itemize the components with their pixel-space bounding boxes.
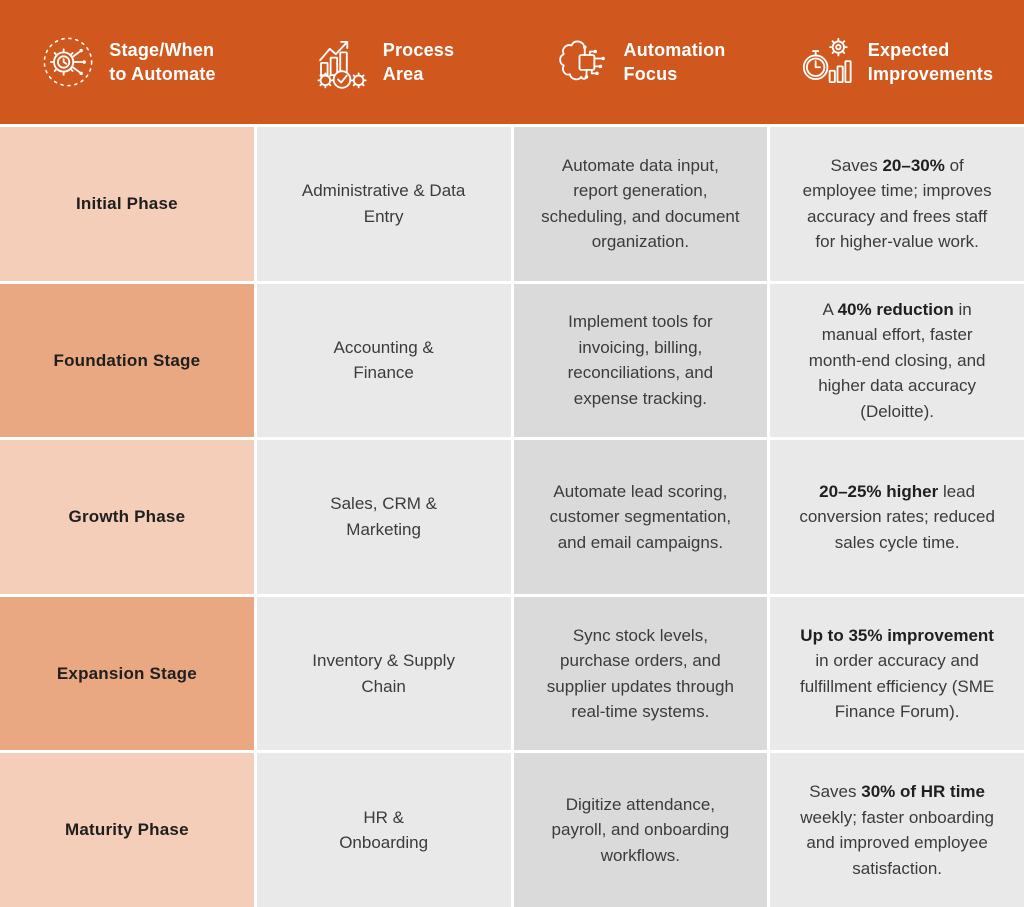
process-area-cell: HR & Onboarding bbox=[256, 753, 511, 907]
header-cell-automation-focus: Automation Focus bbox=[512, 0, 768, 124]
expected-improvements-cell: Saves 20–30% of employee time; improves … bbox=[770, 127, 1024, 281]
header-label-automation-focus: Automation Focus bbox=[623, 39, 726, 84]
header-cell-stage-when: Stage/When to Automate bbox=[0, 0, 256, 124]
header-cell-expected-improvements: Expected Improvements bbox=[768, 0, 1024, 124]
stage-cell: Maturity Phase bbox=[0, 753, 254, 907]
process-area-icon bbox=[314, 34, 370, 90]
stage-label: Expansion Stage bbox=[56, 663, 197, 683]
table-body: Initial Phase Administrative & Data Entry… bbox=[0, 124, 1024, 907]
stage-label: Maturity Phase bbox=[65, 820, 189, 840]
expected-improvements-cell: 20–25% higher lead conversion rates; red… bbox=[770, 440, 1024, 594]
automation-stage-icon bbox=[40, 34, 96, 90]
stage-cell: Initial Phase bbox=[0, 127, 254, 281]
header-label-expected-improvements: Expected Improvements bbox=[867, 39, 994, 84]
stage-cell: Foundation Stage bbox=[0, 283, 254, 438]
header-label-process-area: Process Area bbox=[382, 39, 455, 84]
automation-focus-cell: Sync stock levels, purchase orders, and … bbox=[513, 596, 768, 751]
stage-cell: Expansion Stage bbox=[0, 596, 254, 751]
process-area-cell: Accounting & Finance bbox=[256, 283, 511, 438]
automation-focus-cell: Digitize attendance, payroll, and onboar… bbox=[513, 753, 768, 907]
stage-label: Growth Phase bbox=[68, 507, 186, 527]
process-area-cell: Administrative & Data Entry bbox=[256, 127, 511, 281]
process-area-cell: Inventory & Supply Chain bbox=[256, 596, 511, 751]
table-header: Stage/When to Automate Process bbox=[0, 0, 1024, 124]
expected-improvements-cell: Up to 35% improvement in order accuracy … bbox=[770, 596, 1024, 751]
stage-label: Initial Phase bbox=[75, 194, 178, 214]
stage-cell: Growth Phase bbox=[0, 440, 254, 594]
header-label-stage-when: Stage/When to Automate bbox=[109, 39, 216, 84]
header-cell-process-area: Process Area bbox=[256, 0, 512, 124]
expected-improvements-icon bbox=[799, 34, 855, 90]
automation-focus-cell: Implement tools for invoicing, billing, … bbox=[513, 283, 768, 438]
expected-improvements-cell: A 40% reduction in manual effort, faster… bbox=[770, 283, 1024, 438]
process-area-cell: Sales, CRM & Marketing bbox=[256, 440, 511, 594]
automation-focus-icon bbox=[555, 34, 611, 90]
stage-label: Foundation Stage bbox=[53, 350, 201, 370]
expected-improvements-cell: Saves 30% of HR time weekly; faster onbo… bbox=[770, 753, 1024, 907]
automation-focus-cell: Automate lead scoring, customer segmenta… bbox=[513, 440, 768, 594]
automation-focus-cell: Automate data input, report generation, … bbox=[513, 127, 768, 281]
